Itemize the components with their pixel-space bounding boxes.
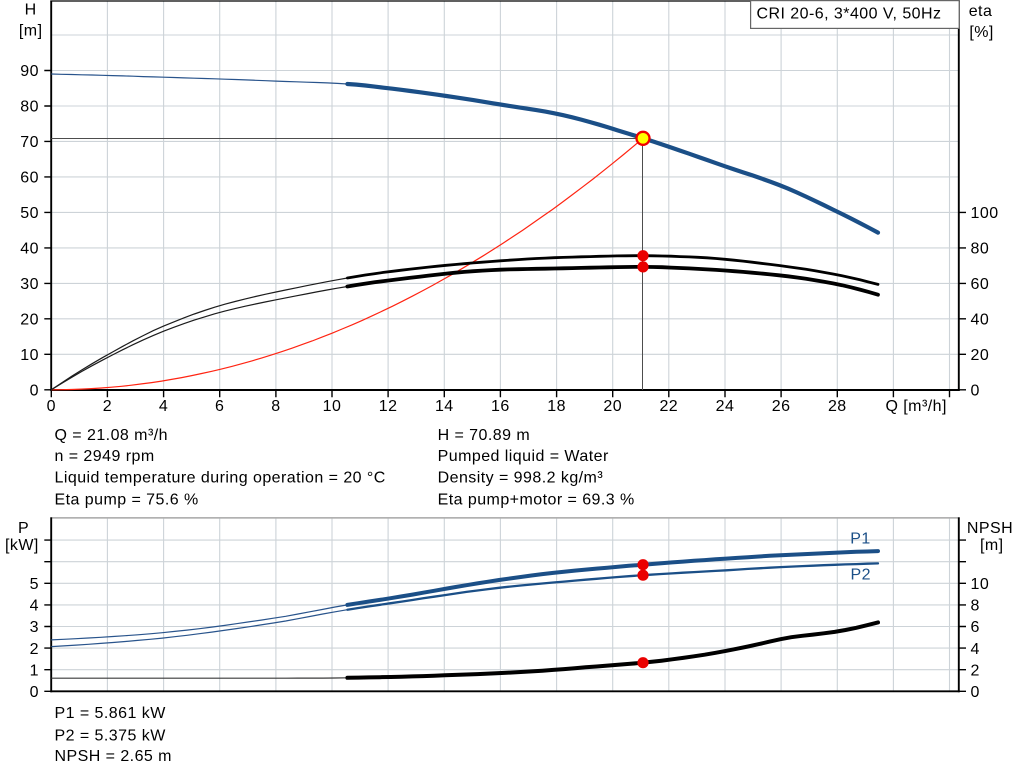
svg-text:20: 20 xyxy=(20,312,39,329)
svg-text:12: 12 xyxy=(379,398,398,415)
svg-text:16: 16 xyxy=(491,398,510,415)
svg-text:5: 5 xyxy=(30,576,39,593)
svg-text:P1: P1 xyxy=(850,530,870,547)
svg-text:10: 10 xyxy=(20,347,39,364)
svg-text:0: 0 xyxy=(971,684,980,701)
svg-text:18: 18 xyxy=(547,398,566,415)
svg-text:60: 60 xyxy=(20,170,39,187)
svg-text:24: 24 xyxy=(716,398,735,415)
svg-text:[m]: [m] xyxy=(19,22,43,39)
svg-text:14: 14 xyxy=(435,398,454,415)
svg-text:28: 28 xyxy=(828,398,847,415)
svg-text:4: 4 xyxy=(30,598,39,615)
svg-text:80: 80 xyxy=(20,99,39,116)
svg-text:P2 = 5.375 kW: P2 = 5.375 kW xyxy=(55,727,167,744)
svg-text:H = 70.89 m: H = 70.89 m xyxy=(438,427,531,444)
svg-text:70: 70 xyxy=(20,134,39,151)
svg-text:[%]: [%] xyxy=(969,24,993,41)
svg-text:0: 0 xyxy=(971,383,980,400)
svg-text:Density = 998.2 kg/m³: Density = 998.2 kg/m³ xyxy=(438,470,604,487)
svg-text:P: P xyxy=(18,520,29,537)
svg-text:8: 8 xyxy=(971,598,980,615)
svg-text:0: 0 xyxy=(47,398,56,415)
svg-text:20: 20 xyxy=(603,398,622,415)
svg-text:2: 2 xyxy=(971,662,980,679)
svg-text:8: 8 xyxy=(271,398,280,415)
svg-text:H: H xyxy=(25,2,37,19)
svg-text:Q = 21.08 m³/h: Q = 21.08 m³/h xyxy=(55,427,168,444)
svg-text:Pumped liquid = Water: Pumped liquid = Water xyxy=(438,448,609,465)
svg-text:20: 20 xyxy=(971,347,990,364)
svg-text:40: 40 xyxy=(971,312,990,329)
svg-text:30: 30 xyxy=(20,276,39,293)
svg-text:n = 2949 rpm: n = 2949 rpm xyxy=(55,448,155,465)
svg-text:2: 2 xyxy=(30,641,39,658)
svg-text:40: 40 xyxy=(20,241,39,258)
svg-text:2: 2 xyxy=(103,398,112,415)
svg-text:80: 80 xyxy=(971,241,990,258)
svg-text:22: 22 xyxy=(659,398,678,415)
svg-text:60: 60 xyxy=(971,276,990,293)
svg-text:P1 = 5.861 kW: P1 = 5.861 kW xyxy=(55,705,167,722)
svg-text:Q [m³/h]: Q [m³/h] xyxy=(886,398,947,415)
svg-text:Eta pump+motor = 69.3 %: Eta pump+motor = 69.3 % xyxy=(438,491,635,508)
svg-text:[kW]: [kW] xyxy=(5,537,39,554)
svg-text:6: 6 xyxy=(971,619,980,636)
svg-text:10: 10 xyxy=(971,576,990,593)
svg-text:0: 0 xyxy=(30,684,39,701)
svg-text:NPSH = 2.65 m: NPSH = 2.65 m xyxy=(55,748,172,765)
svg-text:26: 26 xyxy=(772,398,791,415)
svg-text:4: 4 xyxy=(971,641,980,658)
svg-text:10: 10 xyxy=(323,398,342,415)
svg-text:1: 1 xyxy=(30,662,39,679)
svg-text:CRI 20-6, 3*400 V, 50Hz: CRI 20-6, 3*400 V, 50Hz xyxy=(757,6,942,23)
svg-text:90: 90 xyxy=(20,63,39,80)
svg-text:0: 0 xyxy=(30,383,39,400)
svg-text:P2: P2 xyxy=(851,566,871,583)
svg-text:Liquid temperature during oper: Liquid temperature during operation = 20… xyxy=(55,470,386,487)
svg-text:50: 50 xyxy=(20,205,39,222)
svg-text:NPSH: NPSH xyxy=(967,520,1013,537)
svg-text:Eta pump = 75.6 %: Eta pump = 75.6 % xyxy=(55,491,199,508)
svg-text:eta: eta xyxy=(969,3,993,20)
svg-text:3: 3 xyxy=(30,619,39,636)
svg-text:6: 6 xyxy=(215,398,224,415)
svg-text:100: 100 xyxy=(971,205,999,222)
svg-text:[m]: [m] xyxy=(980,537,1004,554)
svg-text:4: 4 xyxy=(159,398,168,415)
